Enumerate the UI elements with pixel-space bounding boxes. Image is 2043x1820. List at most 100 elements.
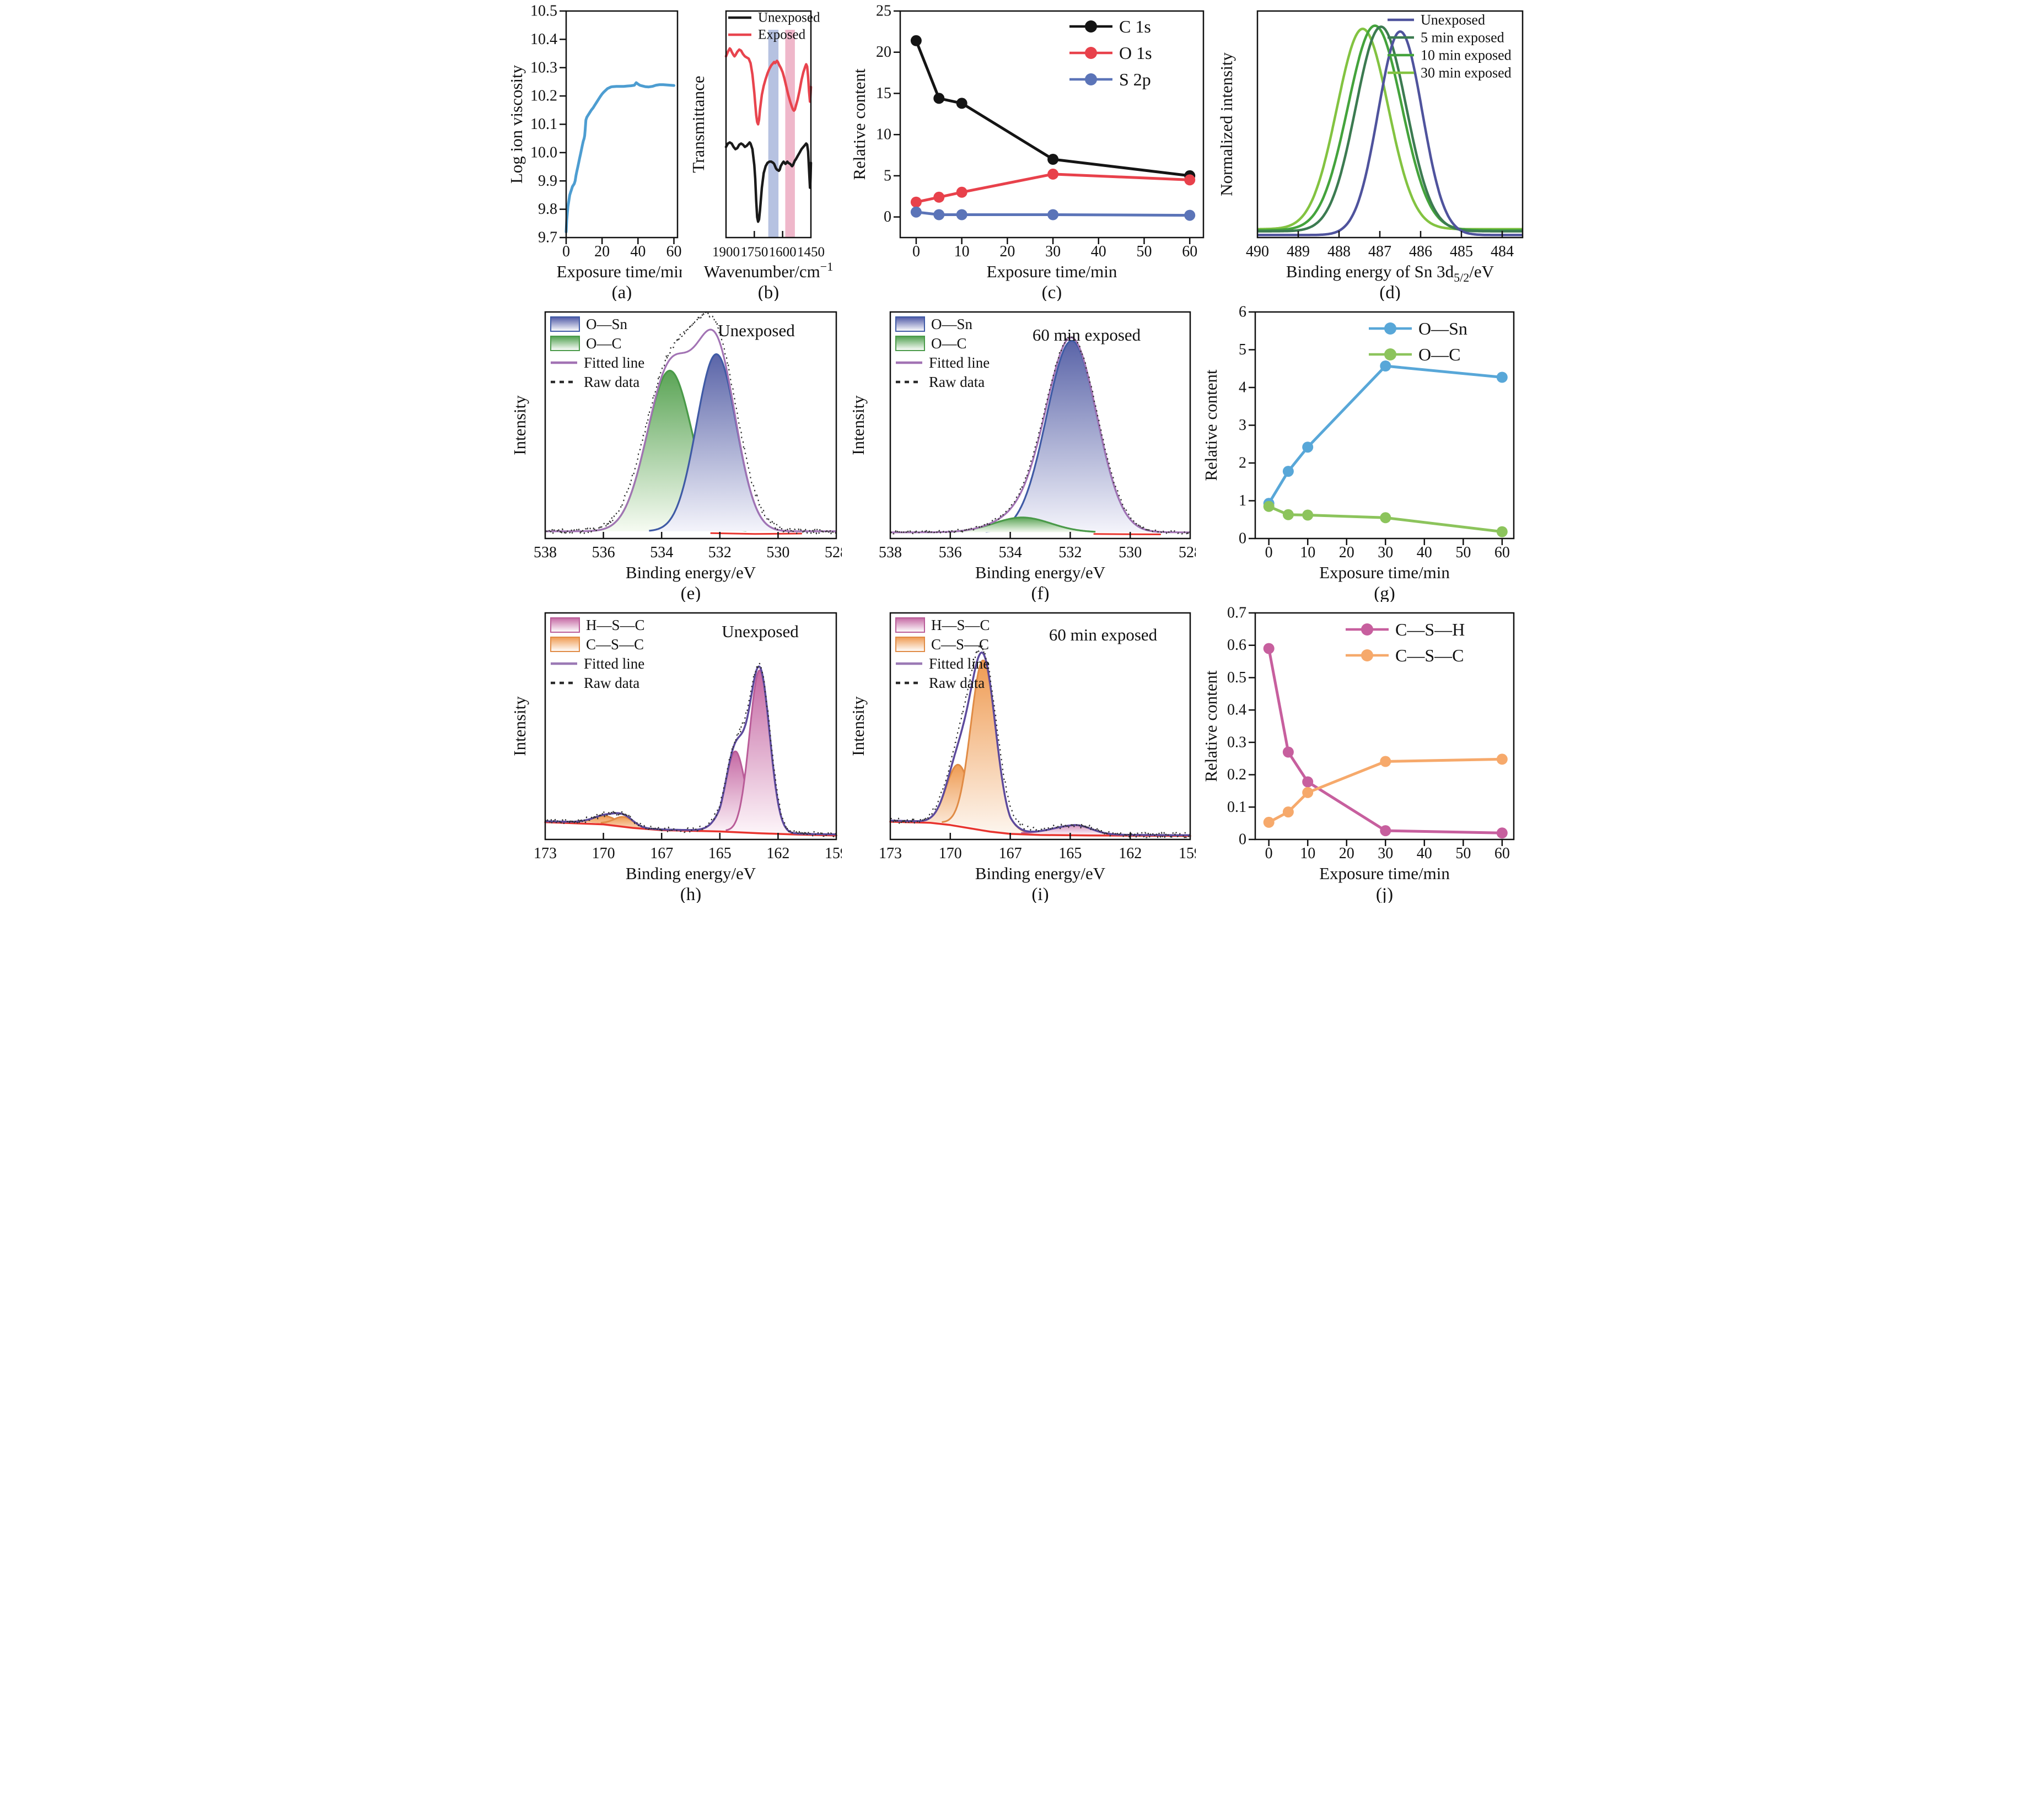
x-tick-label: 165: [1058, 845, 1082, 862]
legend-label: C—S—H: [1395, 620, 1465, 639]
y-tick-label: 20: [876, 44, 891, 61]
x-tick-label: 30: [1378, 544, 1393, 561]
h-s-c-peak-1-fill: [545, 670, 836, 834]
x-tick-label: 536: [592, 544, 615, 561]
plot-border: [899, 10, 1204, 239]
o-sn-peak-fill: [890, 341, 1190, 532]
s2p-series-marker: [956, 209, 967, 220]
legend-label: O—C: [931, 335, 967, 352]
x-tick-label: 20: [1338, 845, 1354, 862]
fitted-line: [889, 651, 1191, 837]
x-axis-label: Exposure time/min: [1319, 864, 1450, 883]
y-axis-label: Relative content: [1203, 670, 1221, 782]
legend-label: O—Sn: [931, 316, 973, 332]
s2p-series-marker: [910, 206, 922, 218]
legend-item-c-s-c: C—S—C: [550, 636, 644, 653]
sn-5min-curve: [1256, 25, 1523, 233]
x-tick-label: 162: [1119, 845, 1142, 862]
y-tick-label: 15: [876, 85, 891, 102]
raw-data: [889, 336, 1191, 535]
legend-swatch: [895, 316, 925, 332]
highlight-band-1: [784, 30, 795, 238]
x-axis-label: Binding energy/eV: [625, 864, 756, 883]
c1s-series-marker: [956, 98, 967, 109]
y-tick-label: 10: [876, 126, 891, 143]
plot-border: [1254, 311, 1514, 540]
legend-item-h-s-c: H—S—C: [550, 617, 644, 633]
x-tick-label: 1450: [797, 245, 825, 260]
o1s-series-marker: [956, 186, 967, 198]
o-sn-content-marker: [1379, 360, 1391, 371]
c-s-h-content-marker: [1282, 746, 1294, 758]
c1s-series-marker: [1047, 154, 1058, 165]
legend-item-raw-data: Raw data: [895, 374, 985, 390]
x-tick-label: 20: [594, 243, 610, 260]
panel-e: 538 536 534 532 530 528 Binding energy/eV Inten…: [511, 304, 842, 602]
legend-swatch: [895, 336, 925, 351]
panel-a-chart: 0 20 40 60 9.7 9.8 9.9 10.0 10.1 10.2 10.3 10.4 10.5…: [511, 3, 682, 301]
x-axis-label: Binding energy of Sn 3d5/2/eV: [1286, 262, 1494, 284]
x-axis-label: Exposure time/min: [1319, 563, 1450, 582]
legend-label: C—S—C: [1395, 645, 1464, 665]
x-tick-label: 10: [954, 243, 969, 260]
y-tick-label: 0.4: [1227, 702, 1246, 719]
x-tick-label: 534: [998, 544, 1022, 561]
x-tick-label: 528: [1179, 544, 1196, 561]
legend-item-o-c: O—C: [895, 335, 967, 352]
plot-border: [1254, 612, 1514, 841]
plot-border: [889, 612, 1191, 841]
raw-data: [544, 311, 836, 535]
x-tick-label: 1900: [712, 245, 740, 260]
panel-h: 173 170 167 165 162 159 Binding energy/eV Inten…: [511, 605, 842, 903]
panel-f-chart: 538 536 534 532 530 528 Binding energy/eV Inten…: [850, 311, 1196, 602]
legend-item-unexposed: Unexposed: [728, 10, 820, 25]
legend-swatch: [895, 617, 925, 633]
legend-item-raw-data: Raw data: [550, 675, 639, 691]
s2p-series-marker: [1184, 209, 1195, 221]
legend-item-c-s-c: C—S—C: [895, 636, 989, 653]
x-tick-label: 528: [825, 544, 842, 561]
panel-e-chart: 538 536 534 532 530 528 Binding energy/eV Inten…: [511, 311, 842, 602]
y-tick-label: 0.7: [1227, 605, 1246, 622]
o-sn-content-marker: [1302, 441, 1313, 453]
panel-caption: (g): [1374, 584, 1395, 602]
raw-data: [889, 644, 1191, 838]
baseline-red: [1093, 533, 1161, 535]
sn-unexposed-curve: [1256, 30, 1523, 236]
y-tick-label: 10.1: [530, 116, 557, 133]
y-tick-label: 5: [1239, 341, 1246, 358]
x-tick-label: 60: [1494, 845, 1509, 862]
x-tick-label: 532: [1058, 544, 1082, 561]
panel-c: 0 10 20 30 40 50 60 0 5 10 15 20 25 Exposure time/min…: [852, 3, 1210, 301]
x-tick-label: 486: [1409, 243, 1432, 260]
legend-item-exposed: Exposed: [728, 28, 806, 42]
x-tick-label: 538: [534, 544, 557, 561]
o1s-series-marker: [910, 196, 922, 208]
panel-caption: (j): [1375, 885, 1393, 903]
y-axis-label: Intensity: [511, 395, 529, 455]
legend-marker: [1084, 20, 1097, 33]
y-tick-label: 0.2: [1227, 766, 1246, 783]
o-c-content-marker: [1263, 500, 1275, 512]
legend-label: C 1s: [1119, 17, 1151, 36]
y-tick-label: 6: [1239, 304, 1246, 321]
y-tick-label: 10.2: [530, 88, 557, 105]
legend-label: Exposed: [758, 28, 806, 42]
legend-label: O—C: [1418, 344, 1460, 364]
legend-item-o-c: O—C: [1368, 344, 1460, 364]
panel-caption: (f): [1031, 584, 1049, 602]
panel-caption: (e): [680, 584, 701, 602]
legend-label: Unexposed: [758, 10, 820, 25]
legend-marker: [1384, 322, 1396, 335]
x-tick-label: 30: [1045, 243, 1061, 260]
legend-item-raw-data: Raw data: [895, 675, 985, 691]
legend-item-o-sn: O—Sn: [1368, 319, 1467, 338]
x-tick-label: 40: [1416, 544, 1432, 561]
x-tick-label: 484: [1491, 243, 1514, 260]
panel-caption: (i): [1031, 885, 1049, 903]
plot-border: [889, 311, 1191, 540]
panel-caption: (h): [680, 885, 701, 903]
legend-label: Raw data: [929, 374, 985, 390]
x-axis-label: Binding energy/eV: [625, 563, 756, 582]
x-tick-label: 173: [879, 845, 902, 862]
